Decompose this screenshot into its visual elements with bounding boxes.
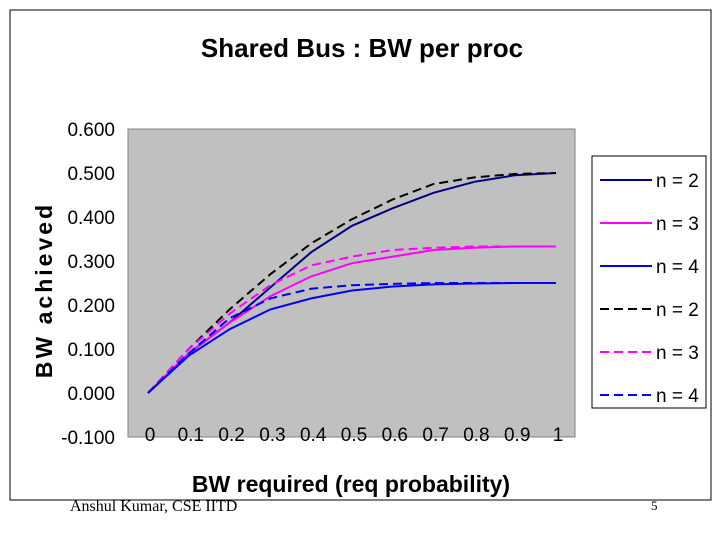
x-tick-label: 0.7: [422, 425, 448, 446]
y-axis-ticks: -0.100 0.000 0.100 0.200 0.300 0.400 0.500 0.60…: [61, 120, 115, 449]
x-tick-label: 0.2: [218, 425, 244, 446]
y-tick-label: -0.100: [61, 428, 115, 449]
series-line-6: [147, 282, 556, 394]
y-tick-label: 0.400: [67, 208, 115, 229]
x-axis-ticks: 0 0.1 0.2 0.3 0.4 0.5 0.6 0.7 0.8 0.9 1: [145, 425, 564, 446]
series-lines: [147, 172, 557, 394]
legend-label: n = 4: [656, 386, 699, 407]
series-line-4: [147, 172, 557, 394]
x-tick-label: 0.1: [178, 425, 204, 446]
x-tick-label: 0: [145, 425, 156, 446]
legend-label: n = 4: [656, 257, 699, 278]
y-tick-label: 0.000: [67, 384, 115, 405]
chart-title: Shared Bus : BW per proc: [201, 33, 523, 63]
x-tick-label: 0.8: [463, 425, 489, 446]
x-tick-label: 0.9: [504, 425, 530, 446]
legend-box: [591, 155, 707, 409]
legend-label: n = 2: [656, 171, 699, 192]
series-line-3: [147, 282, 556, 394]
x-tick-label: 0.5: [341, 425, 367, 446]
y-tick-label: 0.100: [67, 340, 115, 361]
series-line-2: [147, 245, 556, 394]
y-tick-label: 0.300: [67, 252, 115, 273]
legend-label: n = 3: [656, 343, 699, 364]
x-tick-label: 0.3: [259, 425, 285, 446]
footer-author: Anshul Kumar, CSE IITD: [70, 498, 238, 515]
y-axis-title: BW achieved: [31, 202, 57, 378]
x-tick-label: 0.4: [300, 425, 327, 446]
y-tick-label: 0.200: [67, 296, 115, 317]
x-tick-label: 1: [553, 425, 564, 446]
x-tick-label: 0.6: [382, 425, 408, 446]
y-tick-label: 0.600: [67, 120, 115, 141]
legend-label: n = 2: [656, 300, 699, 321]
footer-page-number: 5: [651, 498, 658, 513]
legend: n = 2 n = 3 n = 4 n = 2 n = 3 n = 4: [600, 171, 699, 407]
x-axis-title: BW required (req probability): [192, 471, 510, 497]
legend-label: n = 3: [656, 214, 699, 235]
y-tick-label: 0.500: [67, 164, 115, 185]
